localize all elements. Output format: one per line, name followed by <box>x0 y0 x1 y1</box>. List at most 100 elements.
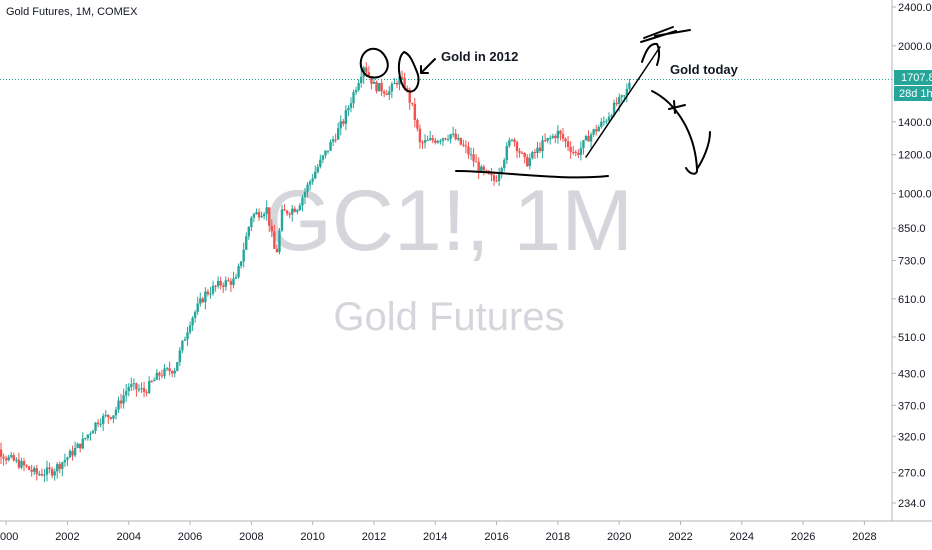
candle-body <box>457 137 460 140</box>
candle-body <box>183 339 187 341</box>
candle-body <box>43 474 46 476</box>
candle-body <box>107 414 110 418</box>
candle-body <box>168 368 171 372</box>
candle-body <box>518 151 521 153</box>
candle-body <box>38 474 41 476</box>
candle-body <box>153 379 156 382</box>
candle-body <box>451 133 455 135</box>
arrow-to-2012 <box>420 58 436 74</box>
candle-body <box>288 213 291 215</box>
candle-body <box>600 121 603 127</box>
candle-body <box>301 197 304 206</box>
candle-body <box>554 135 557 139</box>
y-tick-label: 270.0 <box>898 467 926 479</box>
candle-body <box>119 400 123 404</box>
candle-body <box>597 126 600 132</box>
candle-body <box>273 231 276 249</box>
candle-body <box>536 147 539 154</box>
candle-body <box>145 391 148 393</box>
candle-body <box>73 447 77 456</box>
candle-body <box>211 285 215 294</box>
candle-body <box>283 209 286 211</box>
candle-body <box>321 155 325 160</box>
support-line <box>455 170 609 179</box>
candle-body <box>390 84 394 92</box>
candle-body <box>385 93 388 95</box>
y-tick-label: 1400.0 <box>898 117 932 129</box>
candle-body <box>170 371 174 374</box>
candle-body <box>538 147 542 152</box>
candle-body <box>158 372 161 376</box>
x-tick-label: 2002 <box>55 531 79 543</box>
x-tick-label: 2014 <box>423 531 447 543</box>
candle-body <box>96 422 100 425</box>
candle-body <box>101 415 105 424</box>
candle-body <box>219 280 222 286</box>
candle-body <box>495 180 498 182</box>
annotation-gold-2012: Gold in 2012 <box>441 49 518 64</box>
candle-body <box>342 121 345 124</box>
candle-body <box>528 158 531 167</box>
candle-body <box>472 154 475 162</box>
candle-body <box>541 140 544 152</box>
candle-body <box>408 89 411 103</box>
candle-body <box>268 207 271 226</box>
candle-body <box>17 459 21 468</box>
candle-body <box>278 230 281 253</box>
candle-body <box>188 325 192 333</box>
candle-body <box>566 141 570 147</box>
candle-body <box>245 236 248 250</box>
candle-body <box>71 450 74 456</box>
candle-body <box>592 129 595 135</box>
candle-body <box>160 375 164 377</box>
watermark-symbol: GC1!, 1M <box>265 173 633 269</box>
y-tick-label: 2000.0 <box>898 41 932 53</box>
candle-body <box>298 205 302 211</box>
candle-body <box>513 139 516 143</box>
candle-body <box>515 142 519 152</box>
x-tick-label: 2012 <box>362 531 386 543</box>
candle-body <box>227 280 230 282</box>
candle-body <box>605 120 608 122</box>
candle-body <box>130 384 133 387</box>
candle-body <box>436 140 440 143</box>
candle-body <box>459 137 463 145</box>
candle-body <box>7 456 10 461</box>
chart-title: Gold Futures, 1M, COMEX <box>6 6 138 18</box>
candle-body <box>132 383 136 385</box>
watermark-name: Gold Futures <box>333 295 564 339</box>
candle-body <box>543 140 547 142</box>
candle-body <box>255 212 258 215</box>
candle-body <box>201 298 205 303</box>
down-curve <box>651 90 711 175</box>
candle-body <box>40 474 44 476</box>
candle-body <box>10 455 13 457</box>
candle-body <box>564 138 567 142</box>
candle-body <box>124 391 128 396</box>
candle-body <box>109 417 113 419</box>
candle-body <box>293 208 296 212</box>
y-tick-label: 610.0 <box>898 294 926 306</box>
candle-body <box>354 89 358 93</box>
candle-body <box>140 388 143 390</box>
candle-body <box>411 102 414 104</box>
watermark: GC1!, 1M Gold Futures <box>265 173 633 339</box>
x-tick-label: 2020 <box>607 531 631 543</box>
candle-body <box>523 152 526 158</box>
candle-body <box>357 83 360 90</box>
candle-body <box>206 291 210 295</box>
candle-body <box>142 388 146 392</box>
candle-body <box>324 150 327 156</box>
candle-body <box>155 372 159 380</box>
x-tick-label: 2026 <box>791 531 815 543</box>
candle-body <box>380 82 383 92</box>
candle-body <box>584 136 588 141</box>
candle-body <box>398 77 401 85</box>
candle-body <box>367 72 371 77</box>
candle-body <box>617 96 621 105</box>
candle-body <box>579 148 583 155</box>
candle-body <box>546 138 549 141</box>
candle-body <box>176 362 179 371</box>
candle-body <box>485 170 488 172</box>
candle-body <box>45 467 49 475</box>
